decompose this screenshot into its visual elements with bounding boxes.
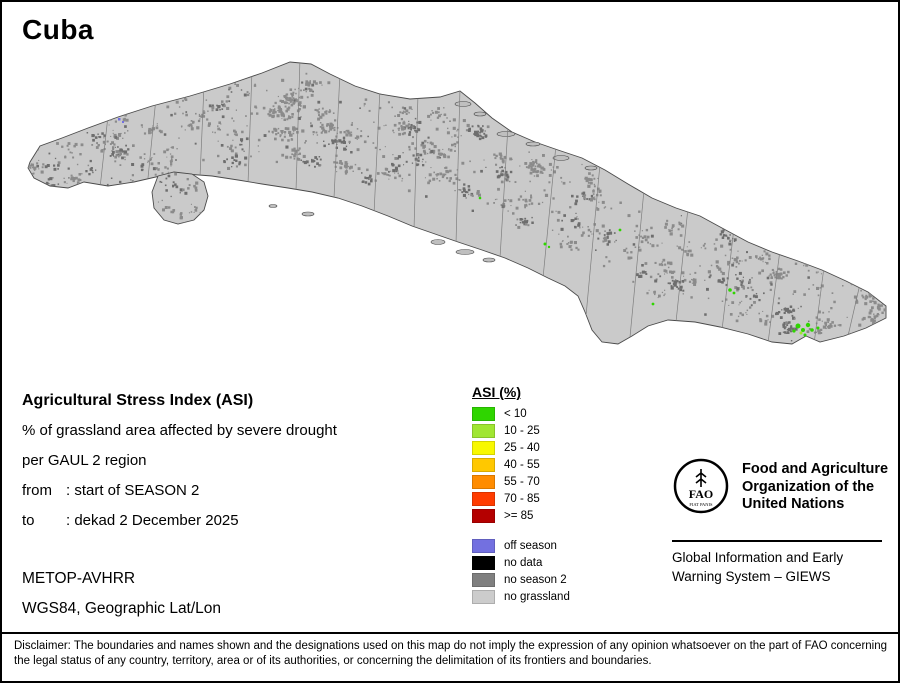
cuba-map bbox=[27, 61, 887, 345]
legend-row: 10 - 25 bbox=[472, 422, 570, 439]
legend-swatch bbox=[472, 589, 495, 604]
from-value: : start of SEASON 2 bbox=[66, 482, 200, 499]
legend-row: no season 2 bbox=[472, 571, 570, 588]
legend-label: no data bbox=[504, 556, 543, 569]
wheat-ear-icon bbox=[695, 469, 707, 487]
legend-label: 40 - 55 bbox=[504, 458, 540, 471]
legend-label: 55 - 70 bbox=[504, 475, 540, 488]
legend-swatch bbox=[472, 406, 495, 421]
legend-label: no grassland bbox=[504, 590, 570, 603]
legend-classes: < 10 10 - 25 25 - 40 40 - 55 55 - 70 70 - 85 >… bbox=[472, 405, 570, 524]
asi-yellowgreen-dot bbox=[799, 331, 803, 335]
legend-row: 25 - 40 bbox=[472, 439, 570, 456]
legend-swatch bbox=[472, 491, 495, 506]
legend-row: no data bbox=[472, 554, 570, 571]
legend-swatch bbox=[472, 457, 495, 472]
from-line: from : start of SEASON 2 bbox=[22, 476, 337, 506]
legend-label: >= 85 bbox=[504, 509, 534, 522]
disclaimer-divider bbox=[2, 632, 898, 634]
legend-swatch bbox=[472, 572, 495, 587]
page-title: Cuba bbox=[22, 14, 94, 45]
legend-label: 10 - 25 bbox=[504, 424, 540, 437]
to-value: : dekad 2 December 2025 bbox=[66, 512, 239, 529]
to-line: to : dekad 2 December 2025 bbox=[22, 506, 337, 536]
legend-swatch bbox=[472, 440, 495, 455]
map-keys bbox=[268, 101, 598, 263]
legend-extra: off season no data no season 2 no grassland bbox=[472, 537, 570, 605]
legend-row: >= 85 bbox=[472, 507, 570, 524]
giews-name: Global Information and Early Warning Sys… bbox=[672, 550, 844, 584]
fao-logo-text: FAO bbox=[689, 487, 713, 501]
fao-logo-motto: FIAT PANIS bbox=[689, 502, 713, 507]
to-label: to bbox=[22, 512, 35, 529]
legend-swatch bbox=[472, 423, 495, 438]
legend-swatch bbox=[472, 538, 495, 553]
legend-row: off season bbox=[472, 537, 570, 554]
asi-anomaly-dots bbox=[118, 118, 820, 337]
legend-label: 70 - 85 bbox=[504, 492, 540, 505]
from-label: from bbox=[22, 482, 52, 499]
asi-heading: Agricultural Stress Index (ASI) bbox=[22, 392, 254, 409]
legend: ASI (%) < 10 10 - 25 25 - 40 40 - 55 55 - 70… bbox=[472, 384, 570, 605]
off-season-dot bbox=[118, 118, 124, 123]
projection-name: WGS84, Geographic Lat/Lon bbox=[22, 600, 222, 617]
fao-logo: FAO FIAT PANIS bbox=[673, 458, 729, 514]
sensor-name: METOP-AVHRR bbox=[22, 570, 136, 587]
asi-green-cluster bbox=[478, 196, 820, 337]
legend-swatch bbox=[472, 474, 495, 489]
legend-row: 70 - 85 bbox=[472, 490, 570, 507]
legend-label: off season bbox=[504, 539, 557, 552]
legend-label: 25 - 40 bbox=[504, 441, 540, 454]
fao-org-name: Food and Agriculture Organization of the… bbox=[742, 461, 889, 512]
description-line-1: % of grassland area affected by severe d… bbox=[22, 422, 337, 439]
legend-swatch bbox=[472, 555, 495, 570]
map-speckles bbox=[28, 72, 886, 344]
description-line-2: per GAUL 2 region bbox=[22, 452, 147, 469]
province-boundaries bbox=[99, 62, 861, 344]
legend-row: 55 - 70 bbox=[472, 473, 570, 490]
legend-title: ASI (%) bbox=[472, 384, 521, 400]
legend-row: < 10 bbox=[472, 405, 570, 422]
legend-row: no grassland bbox=[472, 588, 570, 605]
isla-juventud bbox=[151, 171, 209, 225]
legend-label: no season 2 bbox=[504, 573, 567, 586]
legend-swatch bbox=[472, 508, 495, 523]
sensor-block: METOP-AVHRR WGS84, Geographic Lat/Lon bbox=[22, 564, 221, 624]
legend-row: 40 - 55 bbox=[472, 456, 570, 473]
fao-divider bbox=[672, 540, 882, 542]
legend-label: < 10 bbox=[504, 407, 527, 420]
map-description: Agricultural Stress Index (ASI) % of gra… bbox=[22, 386, 337, 536]
disclaimer-text: Disclaimer: The boundaries and names sho… bbox=[14, 640, 888, 667]
